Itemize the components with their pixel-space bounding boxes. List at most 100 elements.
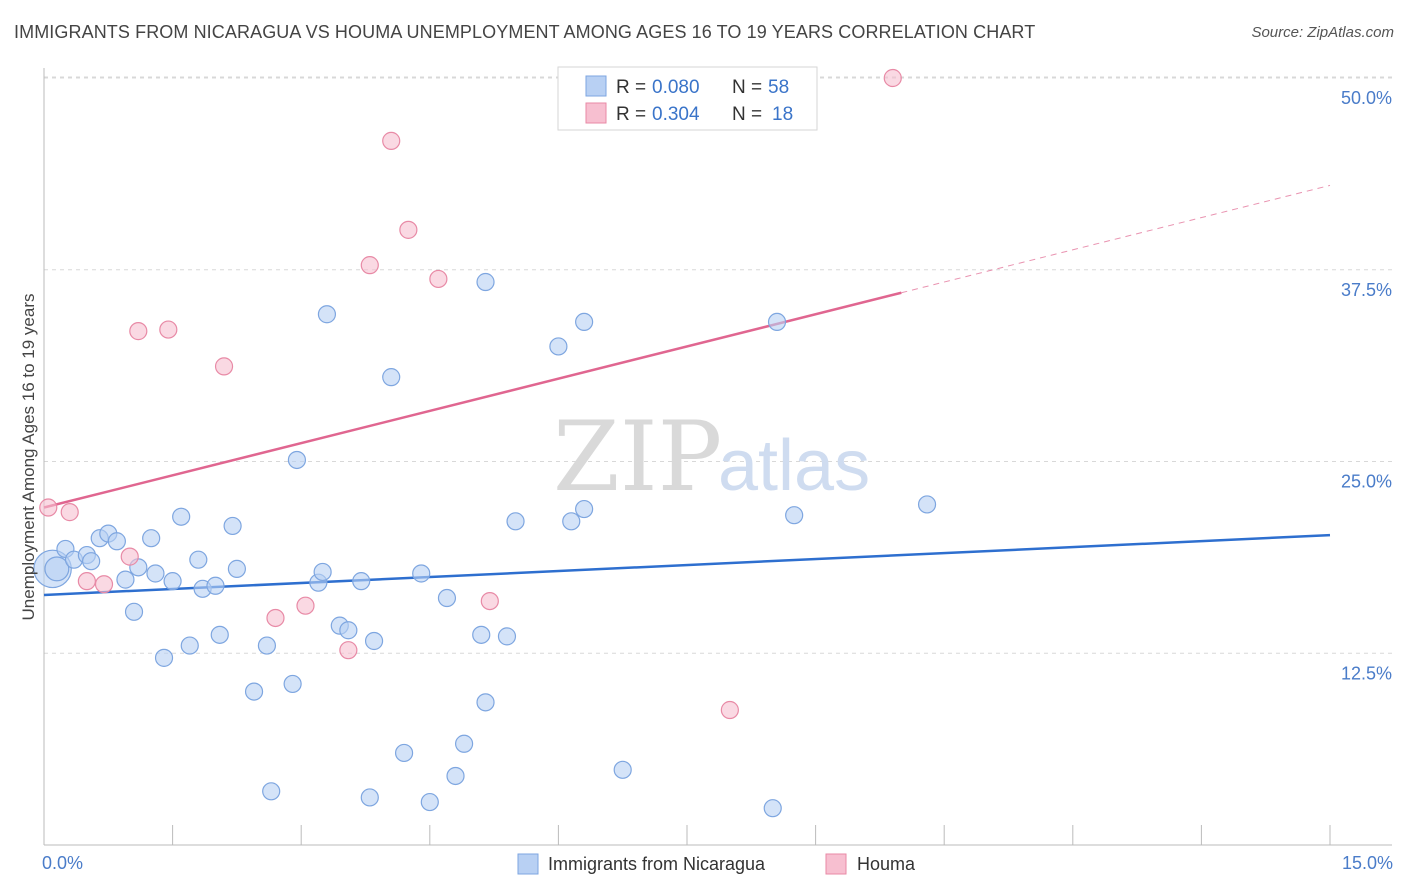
point-nicaragua-47 [497,627,517,646]
point-nicaragua-37 [382,368,401,387]
trend-layer [43,184,1331,597]
point-nicaragua-25 [257,636,277,655]
point-houma-9 [296,596,315,615]
watermark: ZIP atlas [553,401,870,513]
point-nicaragua-49 [549,337,568,356]
point-houma-3 [94,575,114,594]
point-nicaragua-22 [223,516,242,536]
point-nicaragua-45 [476,272,495,292]
correlation-legend: R = 0.080 N = 58 R = 0.304 N = 18 [557,66,818,131]
point-nicaragua-35 [364,631,384,651]
legend-r-value-1: 0.080 [652,77,700,98]
point-houma-10 [339,641,358,660]
point-houma-5 [129,322,148,341]
point-nicaragua-50 [562,512,581,531]
watermark-atlas: atlas [718,426,870,506]
chart-source: Source: ZipAtlas.com [1251,24,1394,41]
legend-n-value-1: 58 [768,77,789,98]
series-swatch-houma [825,853,847,875]
trend-line-houma [43,291,902,509]
y-tick-label-1: 25.0% [1341,472,1392,492]
point-nicaragua-28 [283,674,302,694]
point-nicaragua-5 [82,552,101,571]
legend-swatch-pink [585,102,607,124]
point-nicaragua-13 [146,564,165,583]
points-layer [33,68,937,818]
point-nicaragua-26 [262,782,281,801]
point-nicaragua-17 [180,636,199,655]
point-nicaragua-43 [454,734,474,753]
point-houma-11 [360,256,379,275]
point-nicaragua-44 [472,625,491,644]
y-tick-label-0: 12.5% [1341,663,1392,683]
legend-r-value-2: 0.304 [652,104,700,125]
point-nicaragua-15 [163,572,182,591]
point-nicaragua-21 [210,625,229,644]
point-nicaragua-33 [339,621,358,640]
point-nicaragua-1 [44,556,70,582]
point-nicaragua-9 [116,570,135,589]
grid-layer [44,76,1392,654]
point-nicaragua-40 [420,792,439,812]
point-nicaragua-20 [206,576,225,595]
point-nicaragua-34 [352,572,371,591]
series-swatch-nicaragua [517,853,539,875]
legend-n-value-2: 18 [772,104,793,125]
point-houma-4 [120,547,139,566]
point-nicaragua-12 [142,529,161,548]
trend-line-houma-extension [901,184,1331,294]
point-nicaragua-16 [172,507,191,526]
chart-title: IMMIGRANTS FROM NICARAGUA VS HOUMA UNEMP… [14,22,1036,42]
y-tick-label-3: 50.0% [1341,88,1392,108]
legend-swatch-blue [585,75,607,97]
point-houma-6 [159,320,178,339]
series-legend: Immigrants from Nicaragua Houma [517,853,916,875]
point-nicaragua-27 [287,450,307,470]
legend-n-label-1: N = [732,77,762,98]
point-nicaragua-54 [763,799,782,818]
point-nicaragua-10 [124,602,144,621]
point-nicaragua-42 [446,766,465,786]
point-houma-14 [429,269,448,289]
point-nicaragua-51 [575,312,594,332]
point-houma-0 [39,498,58,517]
series-label-nicaragua: Immigrants from Nicaragua [548,854,766,874]
x-tick-label-0: 0.0% [42,853,83,873]
point-nicaragua-48 [506,512,525,531]
point-houma-1 [60,503,79,522]
point-nicaragua-18 [189,550,208,569]
legend-r-label-1: R = [616,77,646,98]
tick-labels: 12.5% 25.0% 37.5% 50.0% 0.0% 15.0% [42,88,1393,873]
trend-line-nicaragua [43,533,1331,597]
point-nicaragua-53 [613,760,632,779]
point-houma-8 [266,608,285,628]
x-tick-label-1: 15.0% [1342,853,1393,873]
point-nicaragua-31 [317,305,337,324]
point-nicaragua-39 [412,564,431,583]
series-label-houma: Houma [857,854,916,874]
point-nicaragua-30 [313,562,332,582]
point-nicaragua-8 [107,532,126,551]
point-nicaragua-41 [437,588,457,608]
axes-layer [43,68,1392,846]
point-houma-7 [214,357,234,376]
legend-r-label-2: R = [616,104,646,125]
y-axis-label: Unemployment Among Ages 16 to 19 years [19,294,38,621]
point-nicaragua-52 [575,499,594,519]
point-nicaragua-46 [476,693,495,712]
watermark-zip: ZIP [553,401,722,513]
point-nicaragua-38 [394,743,414,763]
point-nicaragua-24 [244,682,264,701]
point-nicaragua-56 [785,506,804,525]
point-nicaragua-14 [154,648,174,667]
point-houma-12 [382,131,401,150]
point-nicaragua-57 [917,495,937,514]
point-nicaragua-55 [767,312,787,332]
point-nicaragua-23 [227,559,246,578]
point-houma-16 [720,700,739,720]
point-houma-2 [77,572,96,591]
y-tick-label-2: 37.5% [1341,280,1392,300]
point-houma-13 [399,220,418,239]
point-houma-17 [883,68,902,88]
